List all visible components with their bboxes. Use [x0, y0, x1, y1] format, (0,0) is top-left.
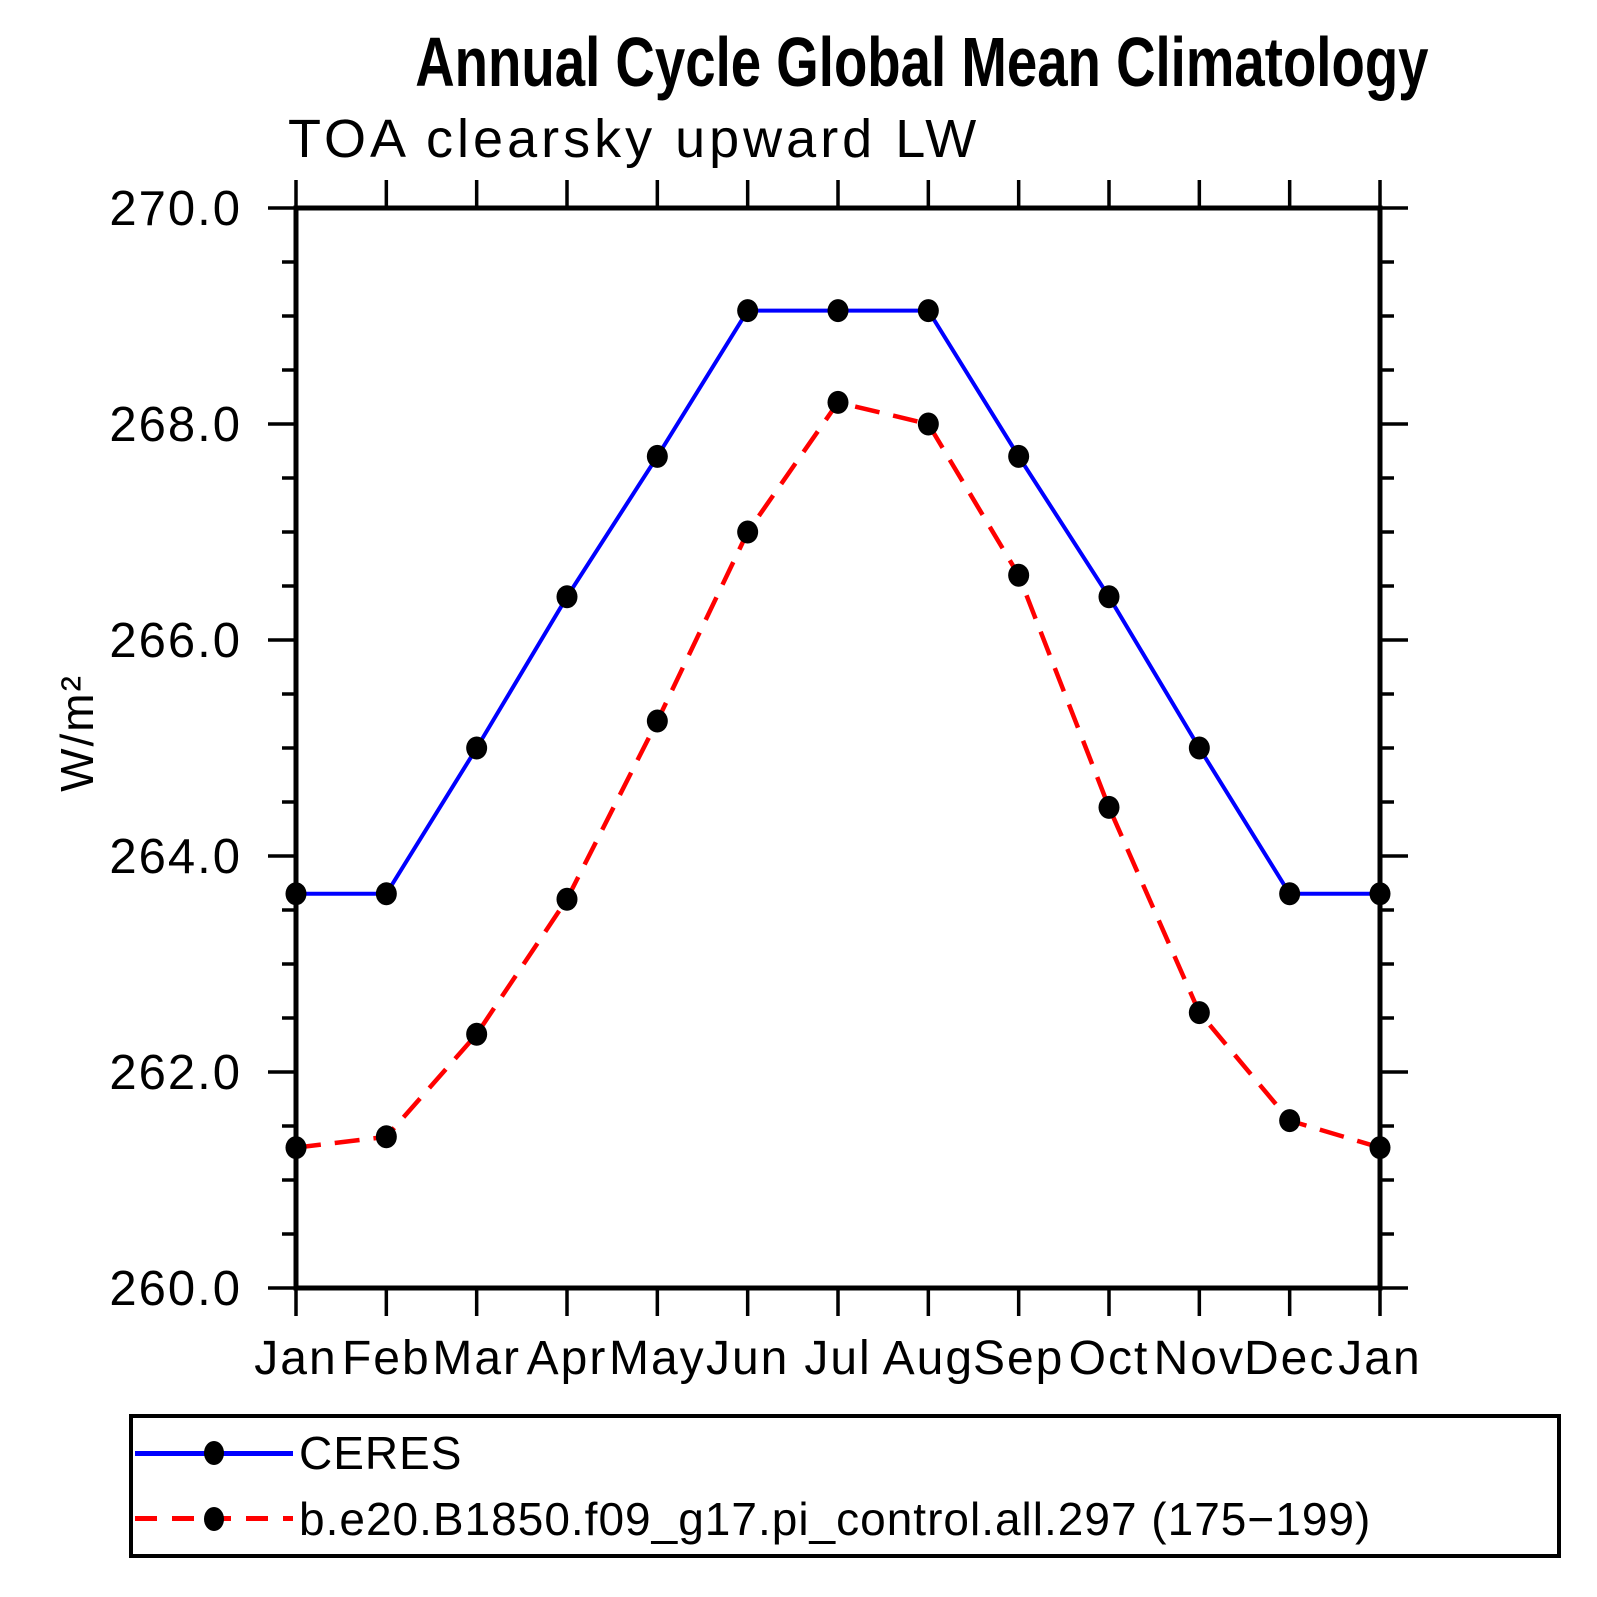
data-point-marker [1369, 1136, 1391, 1160]
legend-marker-icon [204, 1441, 224, 1466]
x-tick-label: Sep [973, 1332, 1064, 1385]
x-tick-label: Jan [254, 1332, 337, 1385]
x-tick-label: Apr [527, 1332, 608, 1385]
legend-sample-model [135, 1505, 293, 1533]
x-tick-label: Jan [1338, 1332, 1421, 1385]
x-tick-label: Jul [804, 1332, 871, 1385]
data-point-marker [1188, 736, 1210, 760]
data-point-marker [375, 882, 397, 906]
x-tick-label: Dec [1244, 1332, 1335, 1385]
data-point-marker [1008, 444, 1030, 468]
data-point-marker [285, 882, 307, 906]
chart-title: Annual Cycle Global Mean Climatology [415, 23, 1429, 101]
data-point-marker [917, 412, 939, 436]
chart-subtitle: TOA clearsky upward LW [288, 109, 981, 169]
legend-label-ceres: CERES [299, 1427, 463, 1480]
data-point-marker [556, 585, 578, 609]
data-point-marker [466, 1022, 488, 1046]
data-point-marker [1279, 882, 1301, 906]
data-point-marker [646, 444, 668, 468]
x-tick-label: Feb [342, 1332, 431, 1385]
y-tick-label: 268.0 [109, 398, 242, 452]
plot-border [293, 205, 1383, 1291]
data-point-marker [737, 299, 759, 323]
data-point-marker [737, 520, 759, 544]
data-point-marker [375, 1125, 397, 1149]
data-point-marker [1188, 1001, 1210, 1025]
y-tick-label: 260.0 [109, 1262, 242, 1316]
data-point-marker [556, 887, 578, 911]
data-point-marker [1279, 1109, 1301, 1133]
data-point-marker [917, 299, 939, 323]
data-point-marker [646, 709, 668, 733]
x-tick-label: Aug [883, 1332, 974, 1385]
legend-label-model: b.e20.B1850.f09_g17.pi_control.all.297 (… [299, 1492, 1372, 1545]
data-point-marker [1008, 563, 1030, 587]
data-point-marker [827, 299, 849, 323]
y-tick-label: 262.0 [109, 1046, 242, 1100]
legend-item-model: b.e20.B1850.f09_g17.pi_control.all.297 (… [133, 1489, 1557, 1549]
y-tick-label: 264.0 [109, 830, 242, 884]
data-point-marker [1098, 795, 1120, 819]
y-tick-label: 270.0 [109, 182, 242, 236]
x-tick-label: Oct [1069, 1332, 1150, 1385]
x-tick-label: Mar [432, 1332, 521, 1385]
legend-item-ceres: CERES [133, 1423, 1557, 1483]
data-point-marker [466, 736, 488, 760]
legend-sample-ceres [135, 1439, 293, 1467]
data-point-marker [285, 1136, 307, 1160]
x-tick-label: May [609, 1332, 706, 1385]
data-point-marker [827, 390, 849, 414]
legend-marker-icon [204, 1506, 224, 1531]
x-tick-label: Jun [706, 1332, 789, 1385]
legend-box: CERES b.e20.B1850.f09_g17.pi_control.all… [129, 1414, 1561, 1558]
data-point-marker [1369, 882, 1391, 906]
y-tick-label: 266.0 [109, 614, 242, 668]
x-tick-label: Nov [1154, 1332, 1245, 1385]
data-point-marker [1098, 585, 1120, 609]
